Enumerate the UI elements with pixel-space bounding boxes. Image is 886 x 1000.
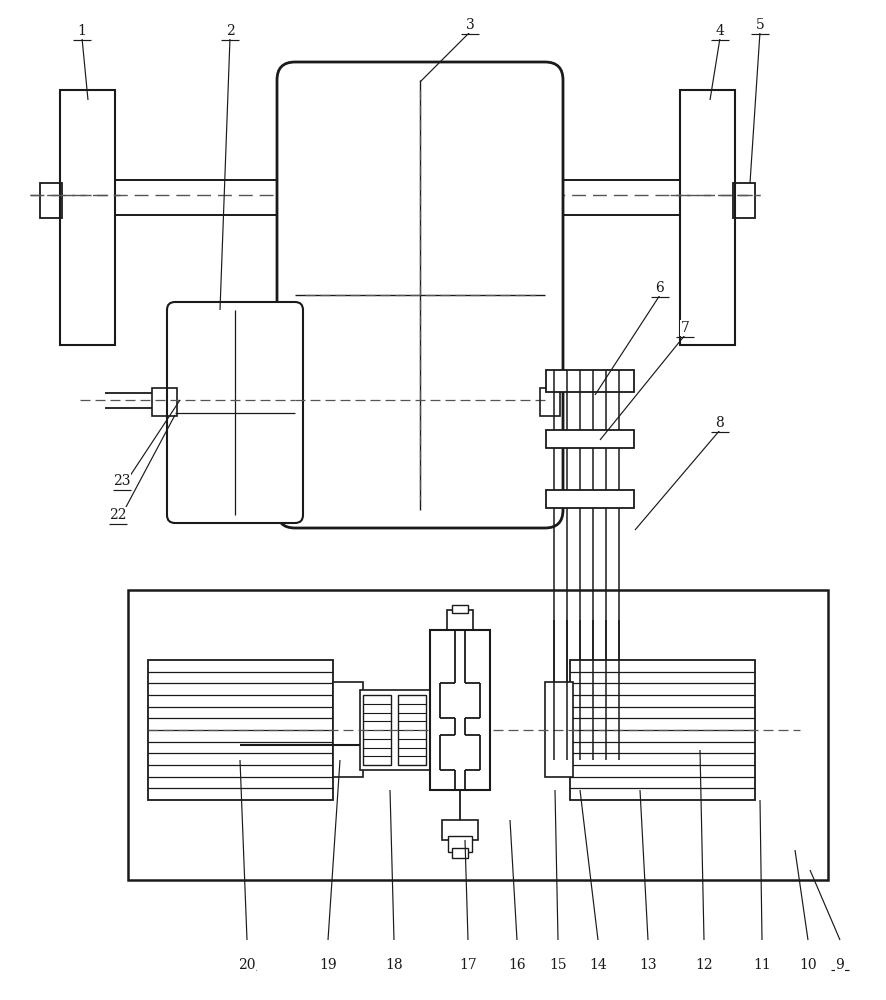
Bar: [546, 430, 634, 448]
Bar: [546, 490, 634, 508]
Text: 3: 3: [466, 18, 474, 32]
Text: 2: 2: [226, 24, 235, 38]
Text: 19: 19: [319, 958, 337, 972]
Text: 17: 17: [459, 958, 477, 972]
Text: 6: 6: [656, 281, 664, 295]
Text: 7: 7: [680, 321, 689, 335]
Text: 14: 14: [589, 958, 607, 972]
Bar: [333, 682, 363, 777]
Bar: [363, 695, 391, 765]
Bar: [40, 183, 62, 218]
Text: 12: 12: [696, 958, 713, 972]
Text: 13: 13: [639, 958, 657, 972]
Bar: [452, 605, 468, 613]
FancyBboxPatch shape: [277, 62, 563, 528]
Text: 10: 10: [799, 958, 817, 972]
Text: 15: 15: [549, 958, 567, 972]
Bar: [430, 630, 490, 790]
FancyBboxPatch shape: [167, 302, 303, 523]
Text: 16: 16: [509, 958, 525, 972]
Bar: [128, 590, 828, 880]
Text: 8: 8: [716, 416, 725, 430]
Bar: [452, 848, 468, 858]
Bar: [540, 388, 560, 416]
Text: 5: 5: [756, 18, 765, 32]
Text: 22: 22: [109, 508, 127, 522]
Bar: [570, 660, 755, 800]
Bar: [546, 370, 634, 392]
Text: 4: 4: [716, 24, 725, 38]
Text: 9: 9: [835, 958, 844, 972]
Bar: [60, 90, 115, 345]
Bar: [447, 610, 473, 630]
Text: 18: 18: [385, 958, 403, 972]
Bar: [442, 820, 478, 840]
Bar: [733, 183, 755, 218]
Bar: [360, 690, 430, 770]
Bar: [545, 682, 573, 777]
Bar: [448, 836, 472, 852]
Text: 20: 20: [238, 958, 256, 972]
Text: 1: 1: [78, 24, 87, 38]
Text: 23: 23: [113, 474, 131, 488]
Bar: [546, 740, 634, 762]
Text: 11: 11: [753, 958, 771, 972]
Bar: [148, 660, 333, 800]
Bar: [398, 695, 426, 765]
Bar: [152, 388, 177, 416]
Bar: [680, 90, 735, 345]
